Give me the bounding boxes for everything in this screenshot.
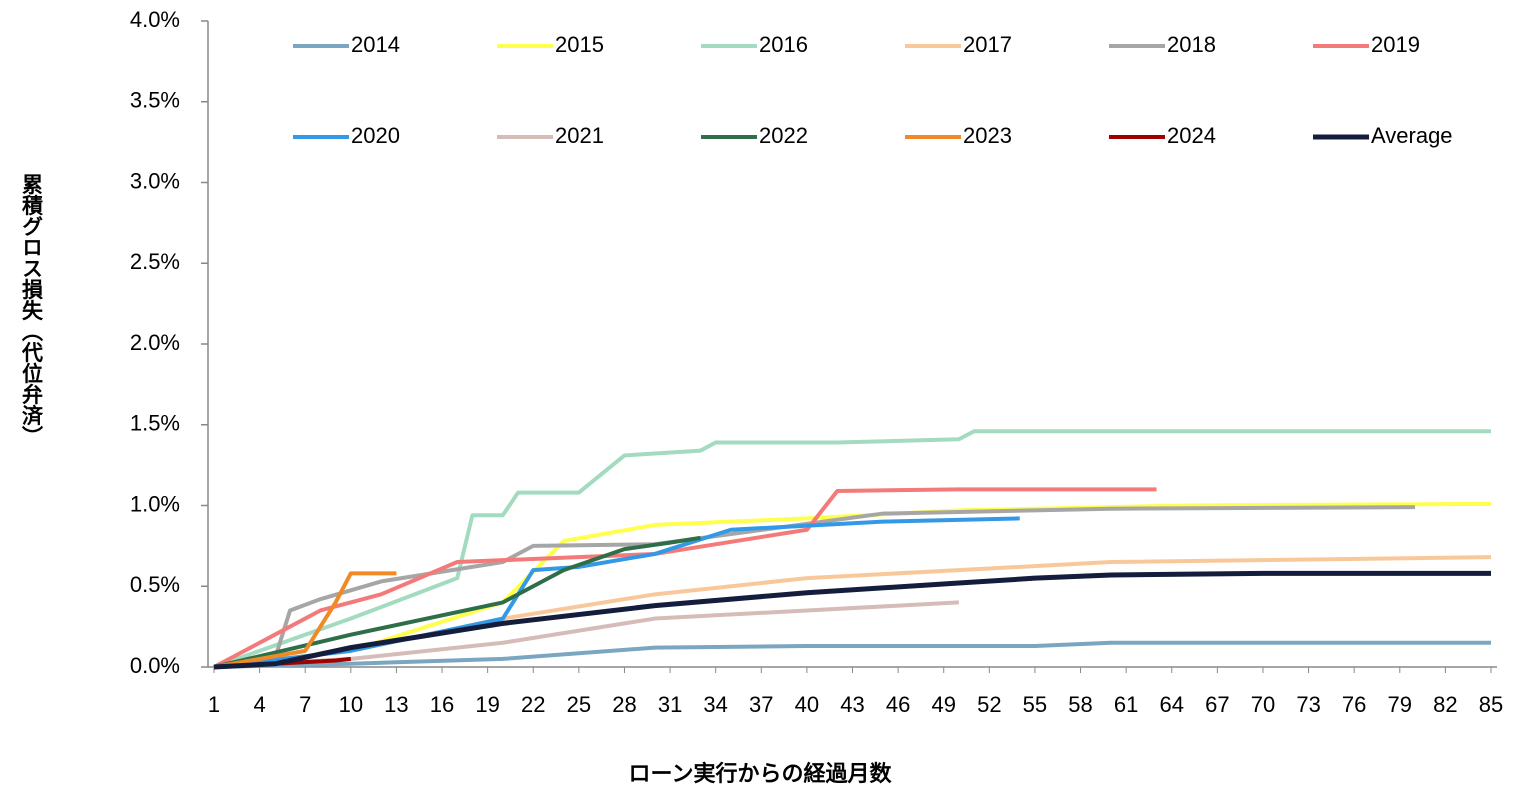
x-tick-label: 67: [1205, 692, 1229, 717]
x-tick-label: 34: [703, 692, 727, 717]
x-tick-label: 46: [886, 692, 910, 717]
series-line: [213, 535, 701, 669]
x-tick-label: 16: [430, 692, 454, 717]
x-tick-label: 40: [795, 692, 819, 717]
x-tick-label: 37: [749, 692, 773, 717]
legend-label: 2024: [1167, 123, 1216, 148]
y-tick-label: 0.0%: [130, 653, 180, 678]
x-tick-label: 10: [339, 692, 363, 717]
legend-label: 2018: [1167, 32, 1216, 57]
x-tick-label: 58: [1068, 692, 1092, 717]
y-axis-label: 累積グロス損失（代位弁済）: [19, 174, 44, 447]
x-tick-label: 43: [840, 692, 864, 717]
legend-label: 2015: [555, 32, 604, 57]
series-line: [213, 487, 1157, 669]
legend-label: 2020: [351, 123, 400, 148]
x-tick-label: 28: [612, 692, 636, 717]
x-tick-label: 22: [521, 692, 545, 717]
x-tick-label: 1: [208, 692, 220, 717]
y-tick-label: 2.5%: [130, 249, 180, 274]
x-tick-label: 73: [1296, 692, 1320, 717]
y-tick-label: 1.5%: [130, 411, 180, 436]
x-tick-label: 31: [658, 692, 682, 717]
y-tick-label: 1.0%: [130, 491, 180, 516]
legend-label: 2021: [555, 123, 604, 148]
legend-label: 2019: [1371, 32, 1420, 57]
x-tick-label: 49: [931, 692, 955, 717]
y-tick-label: 3.0%: [130, 168, 180, 193]
legend-label: Average: [1371, 123, 1453, 148]
x-tick-label: 25: [567, 692, 591, 717]
x-tick-label: 76: [1342, 692, 1366, 717]
y-tick-label: 3.5%: [130, 88, 180, 113]
x-tick-label: 61: [1114, 692, 1138, 717]
y-tick-label: 2.0%: [130, 330, 180, 355]
x-tick-label: 52: [977, 692, 1001, 717]
x-tick-label: 64: [1160, 692, 1184, 717]
x-tick-label: 13: [384, 692, 408, 717]
x-axis-label: ローン実行からの経過月数: [629, 761, 893, 786]
x-tick-label: 4: [253, 692, 265, 717]
legend-label: 2016: [759, 32, 808, 57]
series-line: [213, 640, 1491, 669]
legend-label: 2022: [759, 123, 808, 148]
x-tick-label: 55: [1023, 692, 1047, 717]
y-tick-label: 4.0%: [130, 7, 180, 32]
series-line: [213, 571, 397, 669]
x-tick-label: 70: [1251, 692, 1275, 717]
x-tick-label: 82: [1433, 692, 1457, 717]
legend-label: 2014: [351, 32, 400, 57]
x-tick-label: 79: [1388, 692, 1412, 717]
legend-label: 2023: [963, 123, 1012, 148]
series-line: [213, 570, 1491, 670]
x-tick-label: 19: [475, 692, 499, 717]
y-tick-label: 0.5%: [130, 572, 180, 597]
x-tick-label: 85: [1479, 692, 1503, 717]
legend-label: 2017: [963, 32, 1012, 57]
x-tick-label: 7: [299, 692, 311, 717]
